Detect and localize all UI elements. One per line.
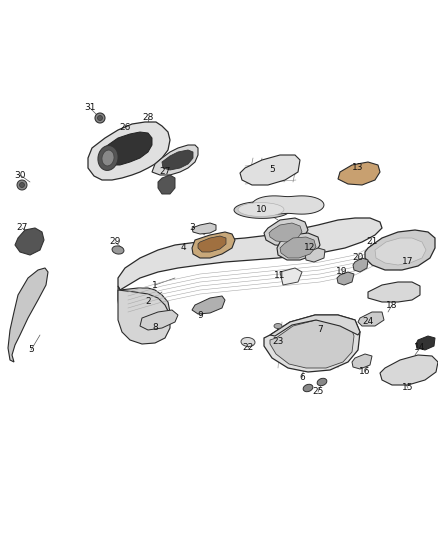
Polygon shape: [375, 238, 426, 265]
Text: 21: 21: [366, 238, 378, 246]
Text: 23: 23: [272, 337, 284, 346]
Polygon shape: [88, 122, 170, 180]
Text: 24: 24: [362, 318, 374, 327]
Text: 1: 1: [152, 280, 158, 289]
Polygon shape: [338, 162, 380, 185]
Ellipse shape: [98, 116, 102, 120]
Polygon shape: [192, 296, 225, 314]
Polygon shape: [270, 315, 360, 336]
Text: 27: 27: [16, 223, 28, 232]
Text: 22: 22: [242, 343, 254, 352]
Polygon shape: [118, 218, 382, 290]
Polygon shape: [280, 237, 316, 258]
Ellipse shape: [98, 146, 118, 171]
Polygon shape: [305, 248, 325, 262]
Text: 12: 12: [304, 244, 316, 253]
Text: 11: 11: [274, 271, 286, 279]
Polygon shape: [162, 150, 193, 170]
Polygon shape: [192, 232, 235, 258]
Polygon shape: [358, 312, 384, 326]
Text: 5: 5: [269, 166, 275, 174]
Polygon shape: [234, 201, 290, 219]
Polygon shape: [353, 258, 368, 272]
Text: 27: 27: [159, 167, 171, 176]
Text: 8: 8: [152, 324, 158, 333]
Ellipse shape: [95, 113, 105, 123]
Polygon shape: [277, 233, 320, 260]
Text: 6: 6: [299, 374, 305, 383]
Text: 19: 19: [336, 268, 348, 277]
Text: 26: 26: [119, 124, 131, 133]
Polygon shape: [368, 282, 420, 302]
Polygon shape: [198, 236, 226, 252]
Text: 29: 29: [110, 238, 121, 246]
Text: 17: 17: [402, 257, 414, 266]
Polygon shape: [118, 286, 170, 335]
Text: 7: 7: [317, 326, 323, 335]
Polygon shape: [118, 290, 170, 344]
Polygon shape: [192, 223, 216, 234]
Polygon shape: [152, 145, 198, 175]
Polygon shape: [238, 203, 284, 216]
Text: 18: 18: [386, 301, 398, 310]
Polygon shape: [264, 218, 308, 246]
Text: 9: 9: [197, 311, 203, 320]
Ellipse shape: [311, 317, 325, 327]
Ellipse shape: [20, 182, 25, 188]
Text: 16: 16: [359, 367, 371, 376]
Text: 20: 20: [352, 254, 364, 262]
Polygon shape: [416, 336, 435, 350]
Text: 25: 25: [312, 387, 324, 397]
Ellipse shape: [102, 150, 114, 166]
Polygon shape: [280, 268, 302, 285]
Text: 5: 5: [28, 345, 34, 354]
Text: 31: 31: [84, 103, 96, 112]
Ellipse shape: [17, 180, 27, 190]
Polygon shape: [269, 223, 302, 242]
Text: 4: 4: [180, 244, 186, 253]
Polygon shape: [99, 132, 152, 165]
Text: 2: 2: [145, 297, 151, 306]
Ellipse shape: [241, 337, 255, 346]
Polygon shape: [352, 354, 372, 369]
Polygon shape: [158, 175, 175, 194]
Ellipse shape: [317, 378, 327, 386]
Polygon shape: [365, 230, 435, 270]
Polygon shape: [240, 155, 300, 185]
Polygon shape: [8, 268, 48, 362]
Text: 28: 28: [142, 114, 154, 123]
Polygon shape: [140, 310, 178, 330]
Polygon shape: [337, 272, 354, 285]
Text: 13: 13: [352, 164, 364, 173]
Polygon shape: [252, 196, 324, 214]
Text: 30: 30: [14, 171, 26, 180]
Polygon shape: [270, 320, 354, 368]
Polygon shape: [380, 355, 438, 385]
Text: 3: 3: [189, 223, 195, 232]
Ellipse shape: [274, 324, 282, 328]
Text: 14: 14: [414, 343, 426, 352]
Polygon shape: [15, 228, 44, 255]
Ellipse shape: [303, 384, 313, 392]
Text: 10: 10: [256, 206, 268, 214]
Text: 15: 15: [402, 384, 414, 392]
Polygon shape: [264, 315, 360, 372]
Ellipse shape: [112, 246, 124, 254]
